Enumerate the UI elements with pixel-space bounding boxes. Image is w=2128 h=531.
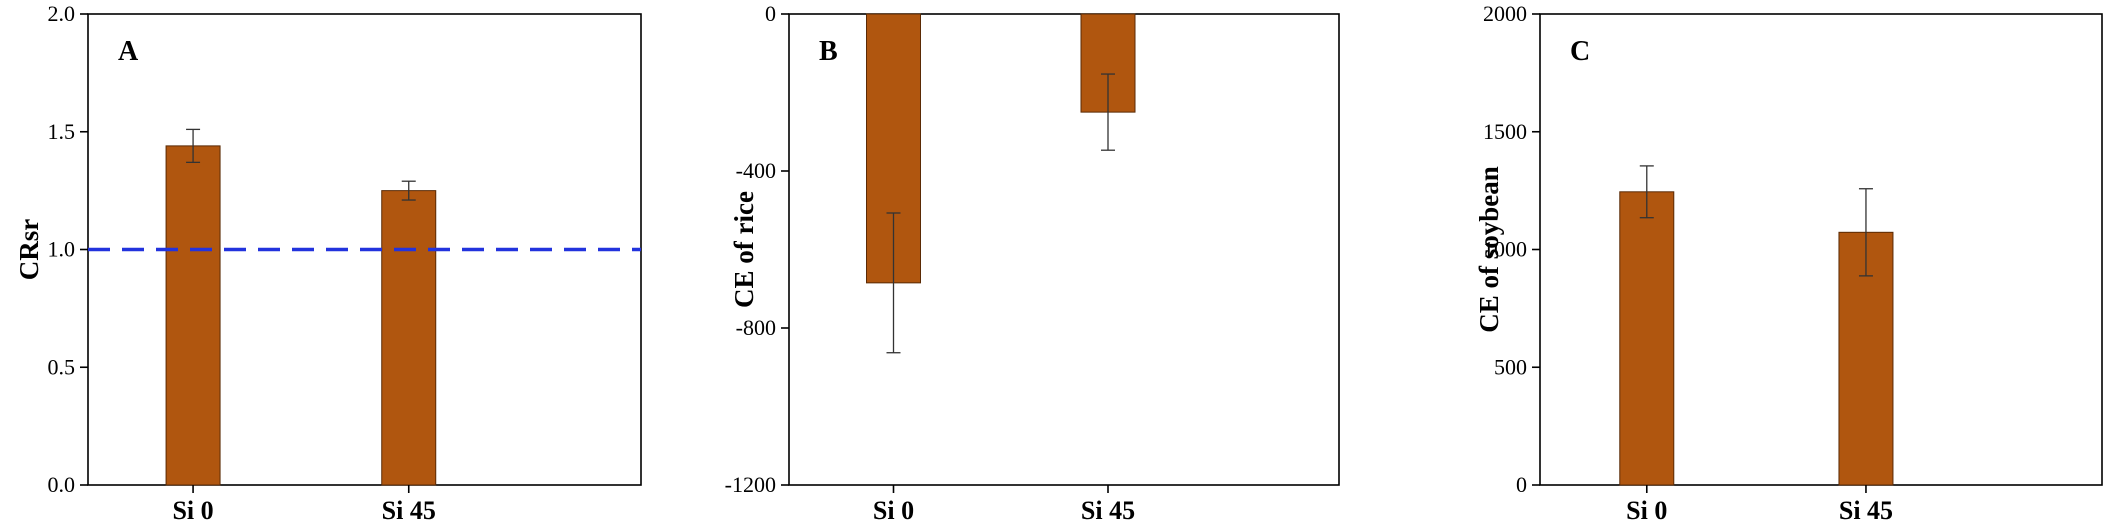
panel-letter: B [819, 36, 838, 67]
y-axis-title: CRsr [14, 219, 44, 281]
panel-c: 0 500 1000 1500 2000 CE of soybean C Si 0 Si 45 [1474, 1, 2103, 525]
panel-letter: A [118, 36, 139, 67]
y-tick-label: 0.0 [48, 472, 76, 497]
y-tick-label: 500 [1494, 354, 1527, 379]
y-tick-label: 1.0 [48, 237, 76, 262]
panel-b: 0 -400 -800 -1200 CE of rice B Si 0 Si 45 [725, 1, 1340, 525]
x-category-label: Si 0 [1626, 496, 1667, 525]
y-tick-label: 1.5 [48, 119, 76, 144]
x-category-label: Si 0 [172, 496, 213, 525]
y-tick-label: -800 [736, 315, 776, 340]
y-tick-label: 2000 [1483, 1, 1527, 26]
bar-si-45 [381, 190, 437, 486]
y-tick-label: 0 [1516, 472, 1527, 497]
panel-letter: C [1570, 36, 1590, 67]
plot-frame [788, 13, 1340, 486]
panel-a: 0.0 0.5 1.0 1.5 2.0 CRsr A Si 0 Si 45 [14, 1, 642, 525]
y-tick-label: -1200 [725, 472, 776, 497]
y-tick-label: 0 [765, 1, 776, 26]
bar-si-0 [1619, 191, 1675, 486]
x-category-label: Si 45 [382, 496, 436, 525]
x-category-label: Si 45 [1839, 496, 1893, 525]
y-axis-title: CE of rice [729, 191, 759, 308]
y-tick-label: 1000 [1483, 237, 1527, 262]
y-tick-label: 2.0 [48, 1, 76, 26]
y-tick-label: -400 [736, 158, 776, 183]
y-tick-label: 1500 [1483, 119, 1527, 144]
x-category-label: Si 0 [873, 496, 914, 525]
x-category-label: Si 45 [1081, 496, 1135, 525]
y-tick-label: 0.5 [48, 354, 76, 379]
bar-si-0 [165, 145, 221, 486]
y-axis-title: CE of soybean [1474, 166, 1504, 333]
